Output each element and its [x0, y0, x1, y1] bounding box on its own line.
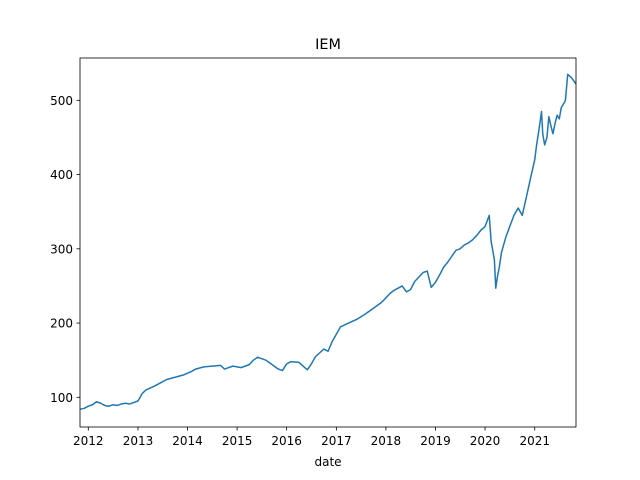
y-tick-label: 400	[50, 168, 73, 182]
x-tick-label: 2014	[172, 434, 203, 448]
plot-frame	[79, 57, 577, 428]
y-axis: 100 200 300 400 500	[50, 94, 80, 405]
series-line-0	[79, 73, 577, 410]
x-tick-label: 2020	[470, 434, 501, 448]
y-tick-label: 500	[50, 94, 73, 108]
x-tick-label: 2016	[271, 434, 302, 448]
x-tick-label: 2018	[371, 434, 402, 448]
x-tick-label: 2021	[519, 434, 550, 448]
x-axis: 2012 2013 2014 2015 2016 2017 2018 2019 2020 2021	[73, 427, 550, 448]
x-tick-label: 2019	[420, 434, 451, 448]
chart-title: IEM	[315, 37, 341, 53]
x-axis-label: date	[314, 455, 341, 469]
y-tick-label: 100	[50, 391, 73, 405]
plot-lines	[79, 73, 577, 410]
y-tick-label: 300	[50, 242, 73, 256]
y-tick-label: 200	[50, 317, 73, 331]
x-tick-label: 2012	[73, 434, 104, 448]
x-tick-label: 2013	[123, 434, 154, 448]
x-tick-label: 2017	[321, 434, 352, 448]
x-tick-label: 2015	[222, 434, 253, 448]
